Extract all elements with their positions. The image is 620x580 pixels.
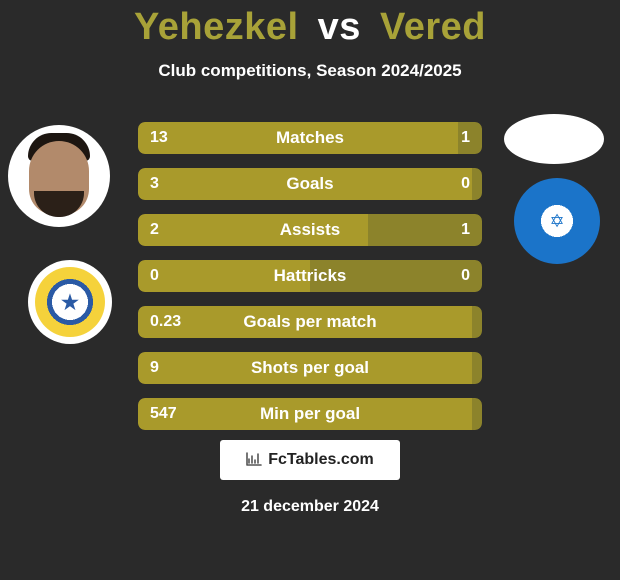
comparison-title: Yehezkel vs Vered [0, 0, 620, 49]
chart-icon [246, 452, 262, 469]
stat-row: 30Goals [138, 168, 482, 200]
site-logo: FcTables.com [220, 440, 400, 480]
subtitle: Club competitions, Season 2024/2025 [0, 61, 620, 81]
stats-bars: 131Matches 30Goals 21Assists 00Hattricks 0.2… [138, 122, 482, 444]
avatar-beard [34, 191, 84, 217]
stat-label: Min per goal [138, 398, 482, 430]
stat-row: 00Hattricks [138, 260, 482, 292]
stat-row: 131Matches [138, 122, 482, 154]
player2-avatar [504, 114, 604, 164]
stat-label: Shots per goal [138, 352, 482, 384]
stat-label: Assists [138, 214, 482, 246]
stat-row: 21Assists [138, 214, 482, 246]
stat-row: 547Min per goal [138, 398, 482, 430]
player1-club-badge: ★ [28, 260, 112, 344]
player1-avatar [8, 125, 110, 227]
stat-row: 9Shots per goal [138, 352, 482, 384]
player2-name: Vered [380, 6, 486, 48]
star-icon: ★ [61, 290, 79, 315]
star-icon: ✡ [549, 211, 564, 232]
stat-label: Goals per match [138, 306, 482, 338]
site-name: FcTables.com [268, 451, 374, 469]
stat-row: 0.23Goals per match [138, 306, 482, 338]
player2-club-badge: ✡ [514, 178, 600, 264]
stat-label: Goals [138, 168, 482, 200]
vs-label: vs [318, 6, 361, 48]
player1-name: Yehezkel [134, 6, 299, 48]
stat-label: Matches [138, 122, 482, 154]
snapshot-date: 21 december 2024 [0, 498, 620, 516]
stat-label: Hattricks [138, 260, 482, 292]
